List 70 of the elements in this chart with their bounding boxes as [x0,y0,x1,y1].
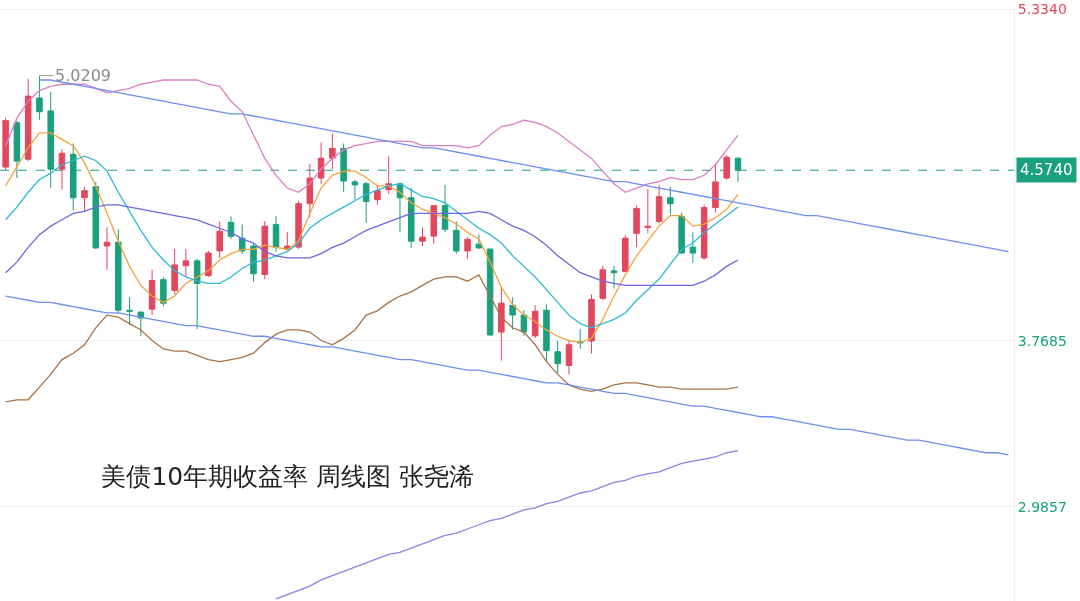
candlestick [193,258,201,330]
candlestick [610,265,618,290]
candlestick [554,340,561,374]
candlestick [633,205,640,248]
line-series [4,79,739,193]
line-series [4,204,739,287]
candlestick [453,220,460,255]
candlestick [182,248,190,278]
candlestick [81,186,88,213]
candlestick [295,200,302,250]
candlestick [475,233,483,250]
candlestick [24,78,32,162]
candlestick [115,228,122,314]
candlestick [362,181,370,224]
candlestick [622,234,629,273]
candlestick [464,236,471,260]
line-series [4,295,1010,456]
candlestick [250,243,257,283]
candlestick [2,117,9,171]
candlestick [689,231,697,264]
candlestick [103,226,111,271]
candlestick [520,309,528,337]
candlestick [667,186,674,215]
candlestick [36,75,43,121]
candlestick [531,304,539,339]
candlestick [430,205,438,245]
y-tick-label: 3.7685 [1017,332,1067,349]
candlestick [498,286,505,362]
candlestick [340,143,347,193]
candlestick [565,339,573,375]
candlestick [419,226,426,247]
candlestick [58,148,66,191]
line-series [4,132,739,344]
candlestick [712,163,719,214]
annotation: 5.0209 [55,66,111,85]
candlestick [655,184,663,224]
candlestick [486,248,494,337]
candlestick [588,293,595,355]
ref-line-label: 4.5740 [1020,161,1073,179]
text: 美债10年期收益率 周线图 张尧浠 [101,462,475,492]
line-series [4,274,739,403]
candlestick [126,296,133,326]
candlestick [160,276,167,307]
candlestick [148,269,156,316]
candlestick [407,187,415,249]
candlestick [700,204,708,261]
candlestick [509,296,516,331]
candlestick [47,91,54,189]
y-tick-label: 5.3340 [1017,1,1067,18]
candlestick [543,303,550,362]
candlestick [227,215,235,240]
candlestick [261,220,269,280]
y-tick-label: 2.9857 [1017,498,1067,515]
candlestick [644,188,652,234]
candlestick [351,179,359,201]
line-series [38,79,1010,253]
candlestick [317,141,325,185]
candlestick [329,133,336,170]
candlestick [678,212,685,255]
candlestick [374,184,381,206]
line-series [4,155,739,329]
candlestick [441,184,449,233]
candlestick [205,250,212,278]
candlestick [92,181,100,250]
candlestick [599,265,607,301]
candlestick [216,220,223,259]
candlestick [272,215,280,253]
candlestick [306,163,314,218]
candlestick [171,248,178,295]
candlestick [723,154,730,181]
